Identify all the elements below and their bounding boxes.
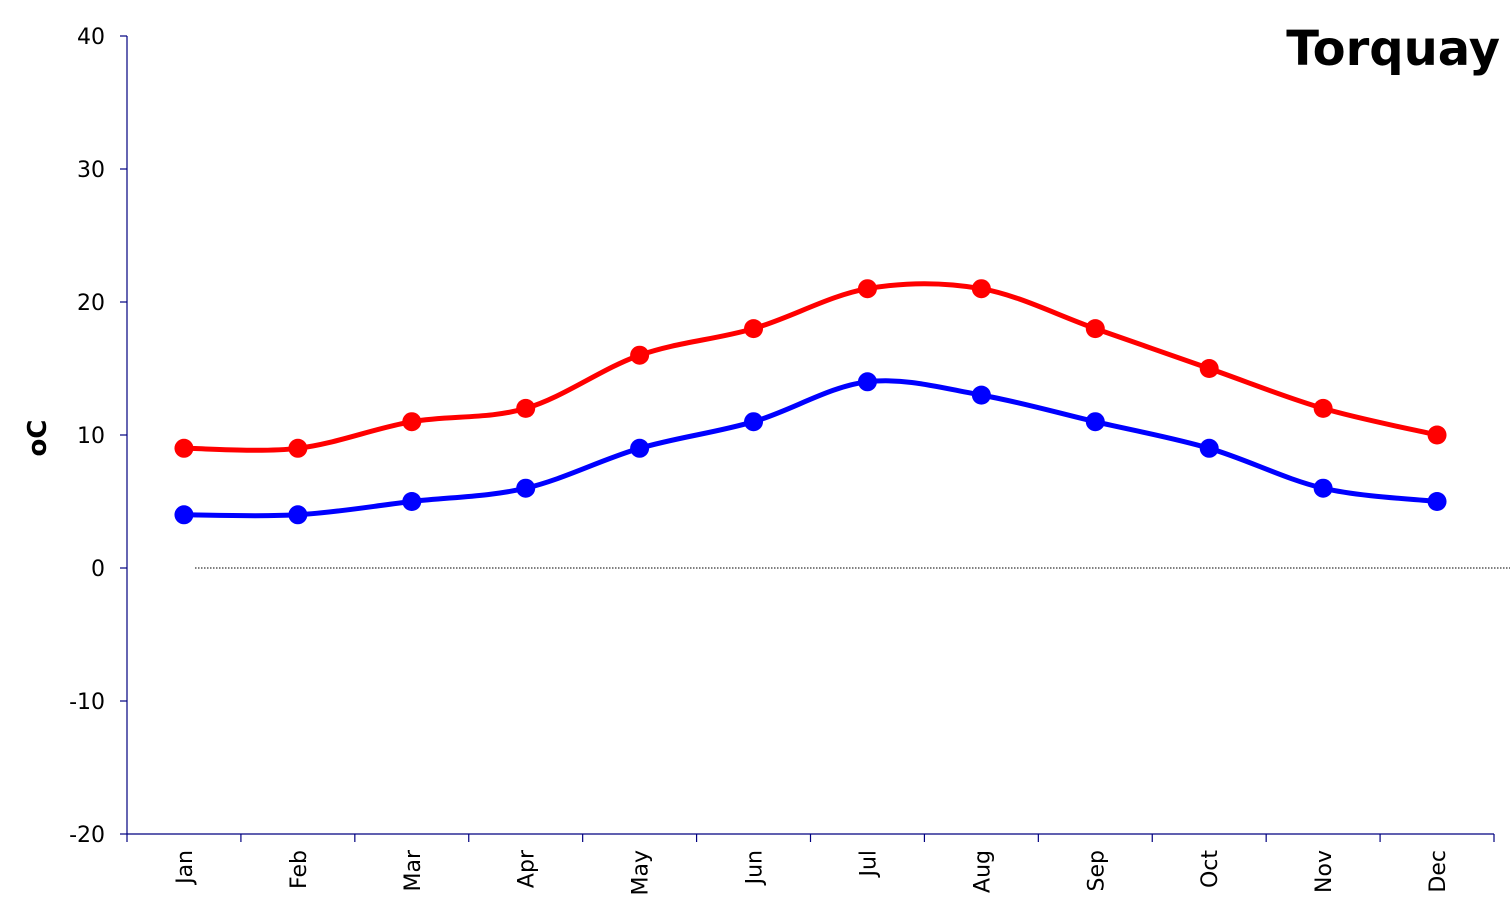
y-tick-label: 30	[77, 158, 105, 183]
data-point	[1199, 359, 1219, 378]
data-point	[744, 319, 764, 339]
y-tick-label: 10	[77, 424, 105, 449]
data-point	[516, 398, 536, 418]
series-line	[181, 281, 1440, 453]
x-tick-label: Jan	[173, 850, 198, 886]
x-tick-label: Sep	[1084, 850, 1109, 891]
data-point	[971, 385, 991, 405]
data-point	[288, 505, 308, 525]
y-tick-label: 20	[77, 291, 105, 316]
x-tick-label: Jul	[856, 850, 881, 879]
data-point	[1313, 398, 1333, 418]
data-point	[857, 372, 877, 392]
series-1	[174, 372, 1447, 525]
chart-title: Torquay	[1286, 21, 1500, 77]
data-point	[1085, 412, 1105, 432]
data-point	[288, 438, 308, 458]
data-point	[1427, 425, 1447, 445]
x-tick-label: Oct	[1198, 850, 1223, 888]
data-point	[971, 279, 991, 299]
series-layer	[174, 279, 1447, 525]
data-point	[630, 438, 650, 458]
x-tick-label: Dec	[1426, 850, 1451, 893]
y-tick-label: 40	[77, 25, 105, 50]
x-tick-label: Nov	[1312, 850, 1337, 893]
y-tick-label: -20	[69, 823, 105, 848]
data-point	[744, 412, 764, 432]
data-point	[1085, 319, 1105, 339]
x-tick-label: May	[629, 850, 654, 895]
data-point	[174, 438, 194, 458]
x-tick-label: Jun	[743, 850, 768, 886]
axes: -20 -10 0 10 20 30 40 Jan Feb Mar Apr May Jun Jul Aug S…	[69, 25, 1510, 895]
data-point	[516, 478, 536, 498]
series-line	[181, 378, 1440, 519]
x-tick-label: Aug	[970, 850, 995, 893]
data-point	[174, 505, 194, 525]
data-point	[402, 492, 422, 511]
data-point	[1427, 492, 1447, 511]
y-axis-label: oC	[23, 420, 53, 457]
series-0	[174, 279, 1447, 458]
x-tick-label: Apr	[515, 849, 540, 888]
y-tick-label: -10	[69, 690, 105, 715]
data-point	[1199, 438, 1219, 458]
data-point	[630, 345, 650, 365]
data-point	[402, 412, 422, 432]
x-tick-label: Feb	[287, 850, 312, 889]
y-tick-label: 0	[91, 557, 105, 582]
x-tick-label: Mar	[401, 849, 426, 891]
data-point	[857, 279, 877, 299]
data-point	[1313, 478, 1333, 498]
